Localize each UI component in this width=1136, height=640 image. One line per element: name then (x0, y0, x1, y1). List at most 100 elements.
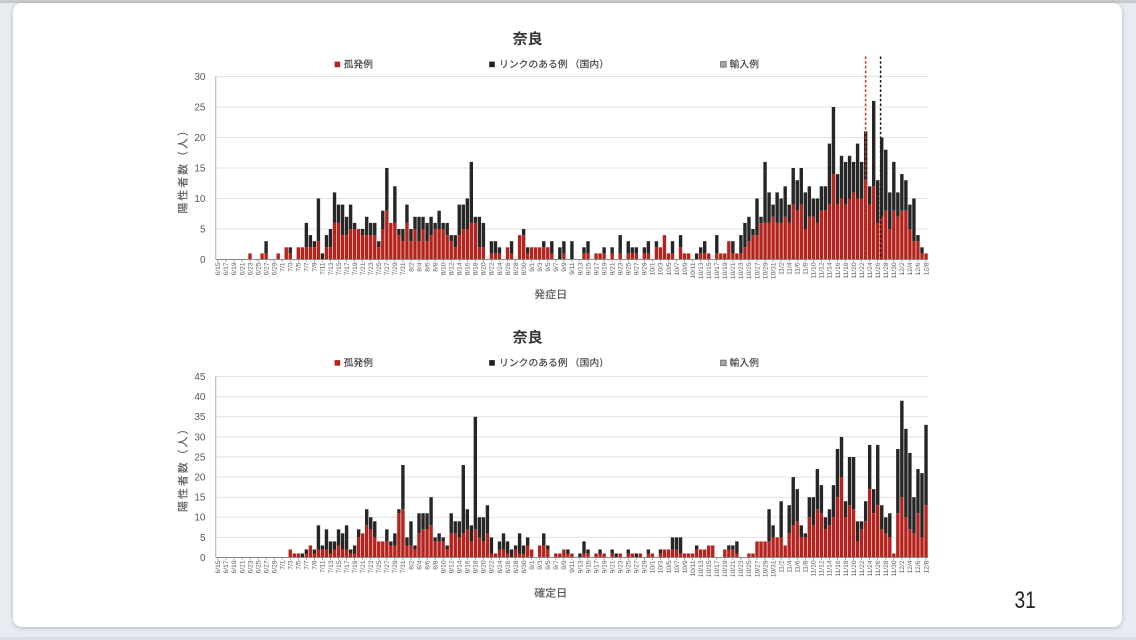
svg-text:6/21: 6/21 (239, 262, 246, 275)
svg-text:9/17: 9/17 (593, 560, 600, 573)
svg-text:7/5: 7/5 (296, 262, 303, 272)
svg-text:9/13: 9/13 (577, 262, 584, 275)
svg-text:11/16: 11/16 (835, 262, 842, 279)
svg-text:8/4: 8/4 (416, 560, 423, 570)
svg-text:8/6: 8/6 (424, 560, 431, 570)
svg-text:7/25: 7/25 (376, 560, 383, 573)
svg-text:7/3: 7/3 (288, 560, 295, 570)
svg-text:10/11: 10/11 (690, 262, 697, 279)
svg-text:25: 25 (194, 102, 206, 113)
svg-text:12/8: 12/8 (923, 560, 930, 573)
svg-text:11/26: 11/26 (875, 262, 882, 279)
svg-text:10/15: 10/15 (706, 560, 713, 577)
svg-text:8/18: 8/18 (473, 560, 480, 573)
svg-text:7/29: 7/29 (392, 560, 399, 573)
svg-text:7/7: 7/7 (304, 560, 311, 570)
svg-text:11/18: 11/18 (843, 262, 850, 279)
svg-text:8/20: 8/20 (481, 560, 488, 573)
svg-text:9/21: 9/21 (609, 560, 616, 573)
svg-text:7/31: 7/31 (400, 560, 407, 573)
svg-text:8/16: 8/16 (465, 560, 472, 573)
svg-text:7/11: 7/11 (320, 262, 327, 275)
svg-text:11/8: 11/8 (803, 560, 810, 573)
svg-text:45: 45 (194, 372, 206, 383)
svg-text:9/19: 9/19 (601, 262, 608, 275)
svg-text:10/9: 10/9 (682, 560, 689, 573)
svg-text:8/10: 8/10 (440, 560, 447, 573)
svg-text:7/5: 7/5 (296, 560, 303, 570)
svg-text:11/14: 11/14 (827, 560, 834, 577)
svg-text:8/4: 8/4 (416, 262, 423, 272)
svg-text:35: 35 (194, 412, 206, 423)
svg-text:7/13: 7/13 (328, 560, 335, 573)
svg-text:6/23: 6/23 (247, 560, 254, 573)
svg-text:8/8: 8/8 (432, 262, 439, 272)
svg-text:9/23: 9/23 (617, 560, 624, 573)
svg-text:6/29: 6/29 (271, 560, 278, 573)
svg-text:9/25: 9/25 (626, 262, 633, 275)
svg-text:8/28: 8/28 (513, 262, 520, 275)
svg-text:6/17: 6/17 (223, 262, 230, 275)
svg-text:7/23: 7/23 (368, 560, 375, 573)
svg-text:12/4: 12/4 (907, 560, 914, 573)
svg-text:11/24: 11/24 (867, 262, 874, 279)
svg-text:11/10: 11/10 (811, 262, 818, 279)
svg-text:10/3: 10/3 (658, 262, 665, 275)
svg-text:9/13: 9/13 (577, 560, 584, 573)
svg-text:9/3: 9/3 (537, 560, 544, 570)
svg-text:10/19: 10/19 (722, 262, 729, 279)
svg-text:6/17: 6/17 (223, 560, 230, 573)
svg-text:10/25: 10/25 (746, 560, 753, 577)
svg-text:20: 20 (194, 133, 206, 144)
svg-text:8/30: 8/30 (521, 560, 528, 573)
svg-text:6/19: 6/19 (231, 560, 238, 573)
svg-text:9/3: 9/3 (537, 262, 544, 272)
svg-text:0: 0 (200, 255, 206, 266)
svg-text:10/15: 10/15 (706, 262, 713, 279)
svg-text:6/15: 6/15 (215, 262, 222, 275)
svg-text:7/31: 7/31 (400, 262, 407, 275)
svg-text:7/23: 7/23 (368, 262, 375, 275)
svg-text:7/1: 7/1 (279, 262, 286, 272)
svg-text:10/5: 10/5 (666, 262, 673, 275)
svg-text:8/28: 8/28 (513, 560, 520, 573)
svg-text:10/23: 10/23 (738, 262, 745, 279)
svg-text:8/16: 8/16 (465, 262, 472, 275)
svg-text:8/26: 8/26 (505, 262, 512, 275)
svg-text:11/4: 11/4 (786, 560, 793, 573)
svg-text:7/3: 7/3 (288, 262, 295, 272)
svg-text:8/10: 8/10 (440, 262, 447, 275)
svg-text:9/23: 9/23 (617, 262, 624, 275)
svg-text:11/10: 11/10 (811, 560, 818, 577)
svg-text:7/27: 7/27 (384, 262, 391, 275)
svg-text:10/31: 10/31 (770, 262, 777, 279)
svg-text:9/19: 9/19 (601, 560, 608, 573)
svg-text:10/31: 10/31 (770, 560, 777, 577)
svg-text:7/13: 7/13 (328, 262, 335, 275)
svg-text:10/13: 10/13 (698, 262, 705, 279)
svg-text:10/25: 10/25 (746, 262, 753, 279)
svg-text:8/24: 8/24 (497, 560, 504, 573)
svg-text:6/25: 6/25 (255, 262, 262, 275)
svg-text:6/29: 6/29 (271, 262, 278, 275)
svg-text:15: 15 (194, 493, 206, 504)
svg-text:10/11: 10/11 (690, 560, 697, 577)
svg-text:8/2: 8/2 (408, 262, 415, 272)
svg-text:10/7: 10/7 (674, 262, 681, 275)
svg-text:10/17: 10/17 (714, 560, 721, 577)
svg-text:7/1: 7/1 (279, 560, 286, 570)
svg-text:10/27: 10/27 (754, 560, 761, 577)
svg-text:7/21: 7/21 (360, 560, 367, 573)
svg-text:10/17: 10/17 (714, 262, 721, 279)
svg-text:10/27: 10/27 (754, 262, 761, 279)
svg-text:30: 30 (194, 432, 206, 443)
svg-text:9/5: 9/5 (545, 262, 552, 272)
svg-text:9/5: 9/5 (545, 560, 552, 570)
svg-text:31: 31 (1015, 585, 1036, 613)
svg-text:11/4: 11/4 (786, 262, 793, 275)
svg-text:7/19: 7/19 (352, 262, 359, 275)
svg-text:6/25: 6/25 (255, 560, 262, 573)
svg-text:8/18: 8/18 (473, 262, 480, 275)
svg-text:11/30: 11/30 (891, 560, 898, 577)
svg-text:8/14: 8/14 (457, 262, 464, 275)
